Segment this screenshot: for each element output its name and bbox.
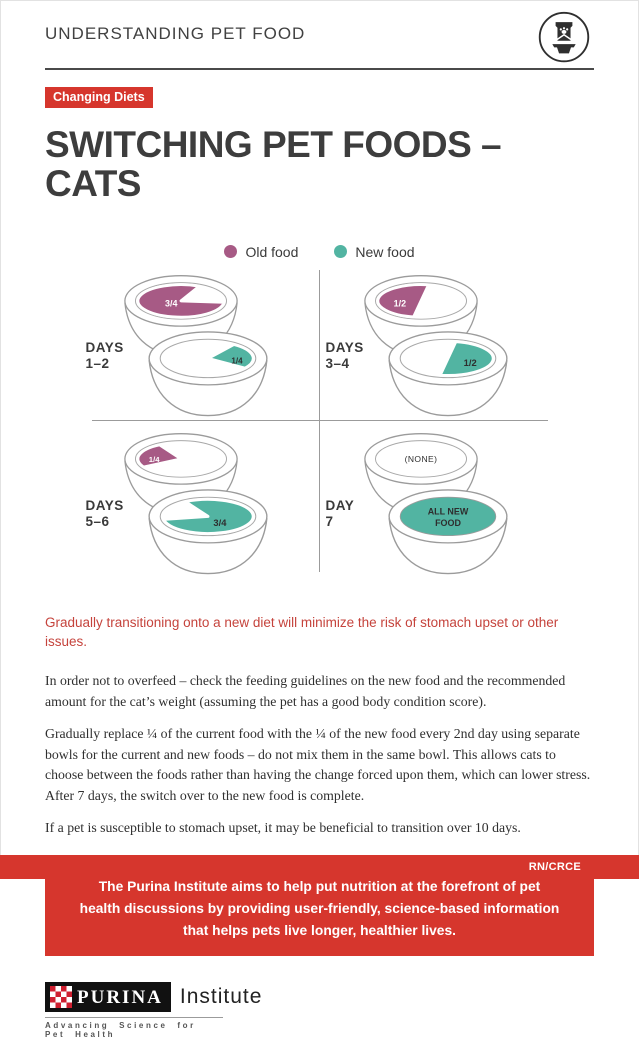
diagram-vertical-divider [318,269,320,572]
quadrant-days-3–4: 1/2 1/2 DAYS 3–4 [326,270,554,420]
quadrant-label: DAYS 1–2 [85,339,124,371]
legend-label: Old food [245,243,299,260]
paragraph-2: Gradually replace ¼ of the current food … [45,725,591,803]
quadrant-label: DAY 7 [325,497,355,529]
footer-bar: RN/CRCE [0,855,639,879]
quadrant-day-7: (NONE) ALL NEW FOOD DAY 7 [326,428,554,578]
bowl-new-food: 1/4 [147,330,268,416]
pet-food-bag-bowl-icon [538,11,590,63]
paragraph-1: In order not to overfeed – check the fee… [45,673,566,710]
paragraph-3: If a pet is susceptible to stomach upset… [45,819,521,835]
highlight-sentence: Gradually transitioning onto a new diet … [45,614,559,649]
quadrant-days-5–6: 1/4 3/4 DAYS 5–6 [86,428,314,578]
legend: Old food New food [45,244,594,260]
svg-text:1/2: 1/2 [393,298,405,308]
quadrant-days-1–2: 3/4 1/4 DAYS 1–2 [86,270,314,420]
purina-institute-logo: PURINA Institute Advancing Science for P… [45,982,594,1039]
logo-tagline: Advancing Science for Pet Health [45,1017,223,1039]
quadrant-label: DAYS 3–4 [325,339,364,371]
legend-dot-icon [334,245,348,259]
logo-brand-text: PURINA [77,986,163,1008]
section-badge: Changing Diets [45,87,153,108]
legend-item-new-food: New food [334,243,415,260]
header-divider [45,68,594,70]
bowl-new-food: ALL NEW FOOD [387,488,508,574]
quadrant-label: DAYS 5–6 [85,497,124,529]
footer-code: RN/CRCE [528,861,581,873]
legend-item-old-food: Old food [224,244,298,260]
bowl-new-food: 1/2 [387,330,508,416]
bowl-new-food: 3/4 [147,488,268,574]
svg-text:1/4: 1/4 [148,455,159,464]
svg-text:(NONE): (NONE) [404,454,437,464]
svg-text:3/4: 3/4 [213,517,227,527]
transition-diagram: 3/4 1/4 DAYS 1–2 1/2 1/2 DAYS 3–4 1/4 3/4 DAYS 5–6 (… [80,268,560,580]
purina-checkerboard-icon [50,986,72,1009]
svg-text:1/4: 1/4 [231,356,243,365]
body-copy: In order not to overfeed – check the fee… [45,671,594,838]
header: UNDERSTANDING PET FOOD [45,0,594,66]
header-title: UNDERSTANDING PET FOOD [45,24,306,43]
svg-text:1/2: 1/2 [463,358,476,368]
page-title: SWITCHING PET FOODS – CATS [45,124,502,204]
purina-wordmark: PURINA [45,982,171,1013]
svg-text:3/4: 3/4 [165,298,177,308]
diagram-horizontal-divider [91,419,548,421]
legend-label: New food [355,243,415,260]
logo-institute-text: Institute [179,985,263,1009]
legend-dot-icon [224,245,238,259]
bowl-old-food: 1/2 [363,274,478,356]
